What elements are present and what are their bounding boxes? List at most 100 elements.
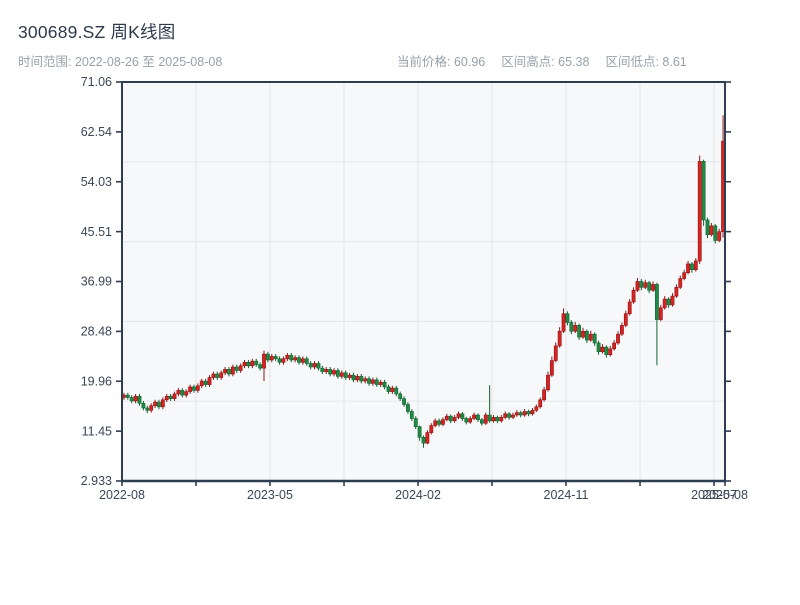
candle	[406, 402, 410, 414]
candle	[639, 279, 644, 291]
candle	[359, 374, 364, 384]
candle	[336, 368, 340, 379]
candle	[534, 404, 539, 413]
candle	[690, 262, 694, 273]
candle	[269, 354, 274, 363]
candle	[265, 351, 270, 363]
candle	[612, 340, 617, 351]
current-price-stat: 当前价格: 60.96	[397, 55, 486, 69]
candle	[316, 361, 321, 371]
candle	[312, 361, 317, 370]
candle	[448, 414, 453, 424]
candle	[363, 376, 368, 384]
candle	[254, 358, 259, 367]
candle	[713, 224, 718, 244]
candle	[631, 287, 636, 304]
candle	[444, 413, 449, 422]
candle	[320, 365, 325, 375]
candle	[476, 413, 480, 423]
candle	[273, 354, 278, 362]
candle	[674, 284, 679, 298]
candle	[394, 385, 399, 397]
candle	[332, 368, 336, 377]
candle	[686, 260, 690, 275]
candle	[417, 425, 422, 441]
candle	[343, 370, 348, 380]
candle	[549, 356, 554, 377]
candle	[262, 350, 266, 382]
candle	[207, 375, 212, 387]
candle	[678, 275, 683, 290]
candle	[184, 389, 189, 398]
candle	[437, 418, 441, 427]
candle	[281, 356, 286, 365]
candle	[588, 330, 593, 342]
candle	[709, 222, 714, 237]
candle	[697, 155, 702, 264]
candle	[569, 320, 574, 335]
candle	[464, 416, 469, 425]
y-tick-label: 28.48	[81, 325, 112, 339]
page-title: 300689.SZ 周K线图	[18, 22, 176, 42]
candle	[557, 327, 562, 348]
candle	[441, 417, 445, 427]
candle	[258, 362, 263, 371]
candle	[386, 384, 391, 394]
candle	[137, 393, 142, 406]
candle	[623, 310, 628, 328]
x-tick-label: 2024-02	[395, 488, 441, 502]
x-tick-label: 2025-07	[691, 488, 737, 502]
candle	[304, 356, 309, 366]
candle	[149, 403, 154, 413]
candle	[145, 405, 150, 414]
candle	[398, 391, 403, 401]
candle	[308, 361, 313, 370]
candle	[518, 410, 523, 418]
candle	[670, 293, 675, 307]
candle	[693, 258, 698, 272]
y-tick-label: 2.933	[81, 474, 112, 488]
candle	[125, 392, 130, 400]
candle	[246, 359, 251, 369]
candle	[635, 277, 640, 293]
candle	[180, 388, 185, 398]
candle	[682, 269, 687, 281]
y-tick-label: 71.06	[81, 75, 112, 89]
candle	[705, 217, 710, 239]
candle	[195, 383, 200, 393]
candle	[328, 366, 333, 377]
candle	[215, 371, 220, 380]
candle	[717, 228, 722, 243]
candle	[577, 323, 582, 341]
y-tick-label: 11.45	[82, 424, 112, 438]
candle	[133, 393, 138, 404]
candle	[129, 395, 134, 404]
x-tick-label: 2025-08	[702, 488, 748, 502]
candle	[647, 280, 652, 294]
candle	[227, 366, 231, 377]
candle	[176, 388, 181, 397]
candle	[456, 411, 461, 420]
candle	[495, 415, 500, 424]
x-tick-label: 2023-05	[247, 488, 293, 502]
candle	[211, 371, 216, 380]
candle	[487, 385, 492, 423]
candle	[234, 364, 239, 373]
candle	[192, 384, 196, 393]
candle	[600, 344, 605, 354]
candle	[666, 297, 671, 308]
date-range-label: 时间范围: 2022-08-26 至 2025-08-08	[18, 51, 782, 70]
candle	[573, 321, 578, 334]
candle	[542, 386, 547, 402]
candle	[460, 412, 465, 421]
axes-box	[121, 81, 726, 483]
candle	[429, 423, 434, 435]
candle	[160, 397, 165, 410]
candle	[530, 407, 535, 416]
candle	[553, 342, 558, 363]
y-tick-label: 36.99	[81, 275, 112, 289]
candle	[297, 355, 301, 365]
candle	[433, 418, 438, 428]
candle	[662, 296, 667, 310]
